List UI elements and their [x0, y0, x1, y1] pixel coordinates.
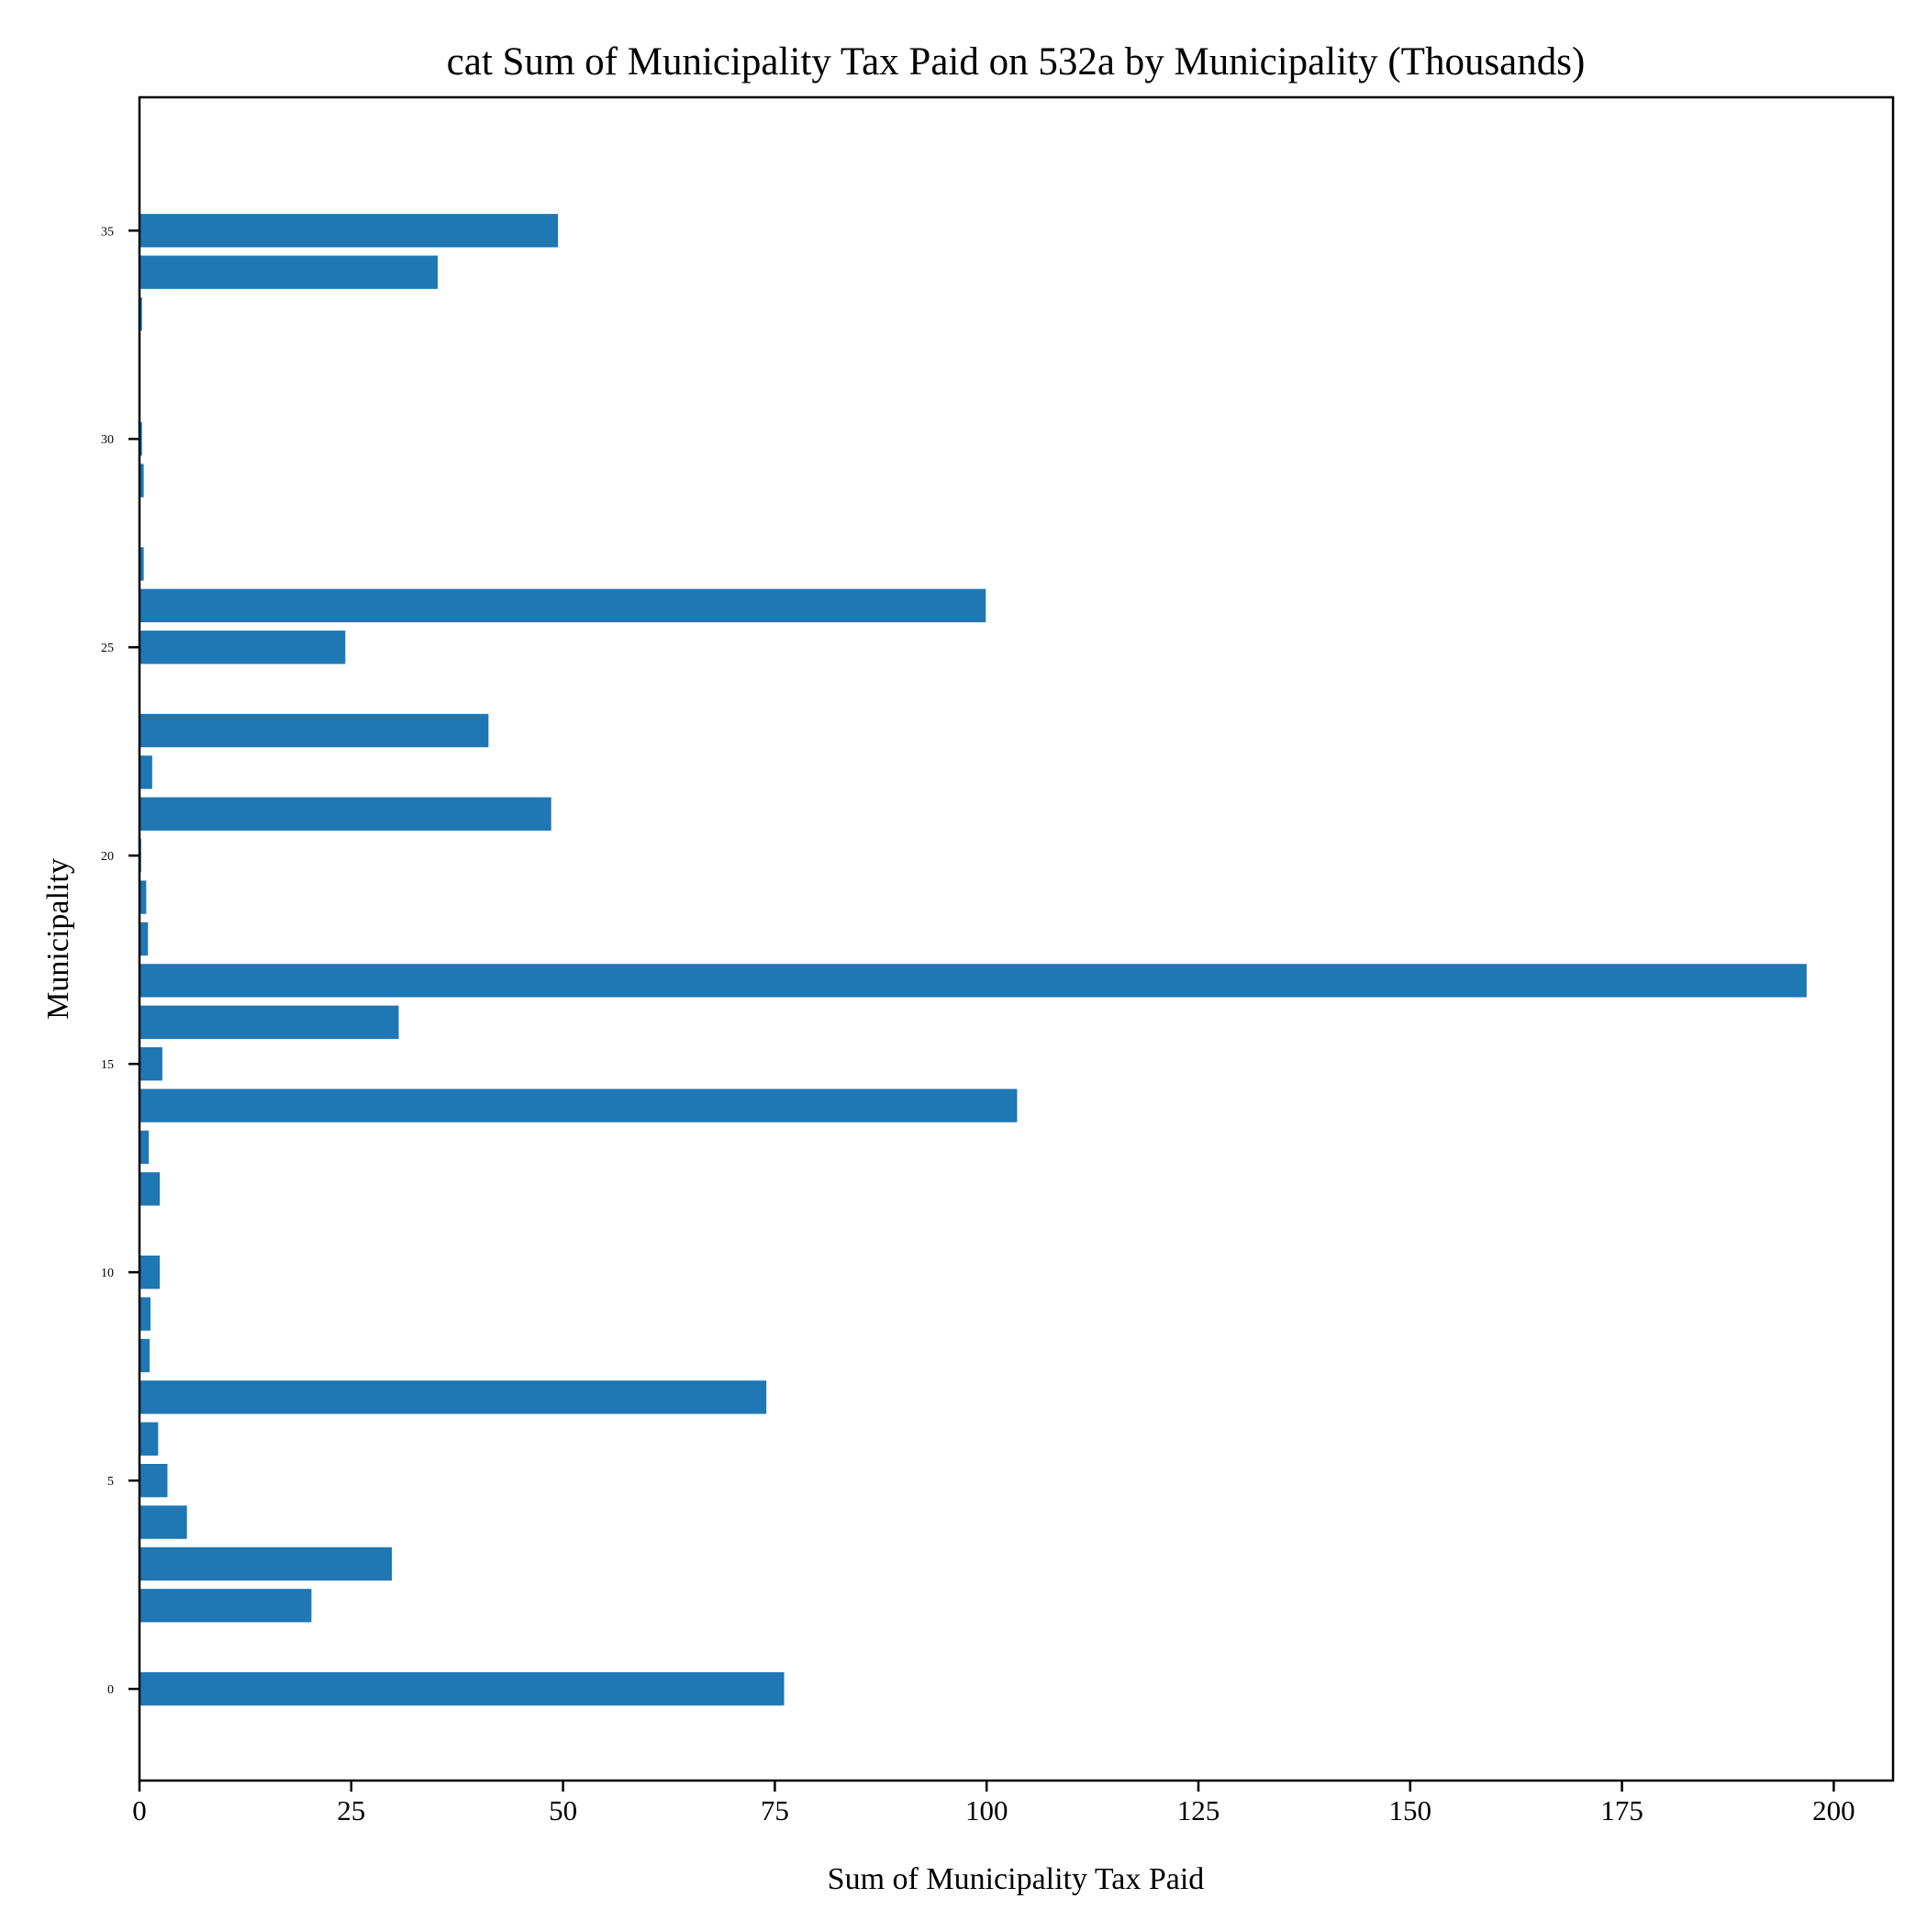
x-tick-label: 25 — [337, 1794, 365, 1826]
x-tick-label: 100 — [965, 1794, 1008, 1826]
y-tick-label: 20 — [101, 850, 114, 864]
bar-municipality-19 — [139, 880, 147, 914]
y-axis-ticks: 0 5 10 15 20 25 30 35 — [101, 225, 139, 1697]
y-tick-label: 10 — [101, 1267, 114, 1280]
bar-municipality-3 — [139, 1547, 393, 1581]
bar-municipality-14 — [139, 1089, 1018, 1122]
bar-municipality-21 — [139, 797, 551, 831]
y-tick-label: 15 — [101, 1058, 114, 1072]
x-tick-label: 0 — [132, 1794, 147, 1826]
bar-municipality-9 — [139, 1297, 151, 1331]
bar-municipality-8 — [139, 1338, 150, 1373]
bar-municipality-23 — [139, 713, 489, 748]
bar-municipality-30 — [139, 422, 142, 456]
chart-title: cat Sum of Municipality Tax Paid on 532a… — [447, 40, 1586, 84]
bar-municipality-12 — [139, 1172, 161, 1206]
bar-municipality-4 — [139, 1505, 187, 1539]
bar-municipality-17 — [139, 964, 1807, 998]
bar-municipality-16 — [139, 1005, 399, 1039]
bar-municipality-10 — [139, 1256, 161, 1290]
y-tick-label: 35 — [101, 225, 114, 239]
bar-municipality-27 — [139, 547, 144, 581]
bar-municipality-7 — [139, 1380, 767, 1414]
bar-municipality-5 — [139, 1463, 168, 1498]
bars-group — [139, 214, 1807, 1706]
x-tick-label: 75 — [761, 1794, 789, 1826]
bar-municipality-22 — [139, 755, 152, 789]
x-axis-ticks: 0 25 50 75 100 125 150 175 200 — [132, 1781, 1855, 1826]
x-tick-label: 175 — [1600, 1794, 1643, 1826]
bar-municipality-2 — [139, 1589, 312, 1623]
x-tick-label: 200 — [1812, 1794, 1855, 1826]
bar-municipality-25 — [139, 631, 346, 664]
y-tick-label: 5 — [107, 1475, 114, 1489]
y-tick-label: 25 — [101, 642, 114, 655]
y-tick-label: 30 — [101, 433, 114, 447]
bar-municipality-35 — [139, 214, 559, 248]
bar-municipality-33 — [139, 296, 142, 331]
x-tick-label: 150 — [1389, 1794, 1432, 1826]
bar-municipality-6 — [139, 1422, 159, 1456]
bar-municipality-15 — [139, 1047, 162, 1081]
x-axis-label: Sum of Municipality Tax Paid — [828, 1862, 1205, 1896]
bar-municipality-0 — [139, 1671, 785, 1706]
y-tick-label: 0 — [107, 1683, 114, 1697]
bar-municipality-29 — [139, 463, 144, 497]
bar-municipality-18 — [139, 921, 149, 956]
y-axis-label: Municipality — [41, 858, 75, 1020]
bar-municipality-13 — [139, 1130, 150, 1165]
x-tick-label: 50 — [549, 1794, 577, 1826]
bar-municipality-34 — [139, 255, 438, 289]
bar-municipality-26 — [139, 588, 986, 622]
plot-frame — [138, 95, 1895, 1782]
x-tick-label: 125 — [1177, 1794, 1220, 1826]
